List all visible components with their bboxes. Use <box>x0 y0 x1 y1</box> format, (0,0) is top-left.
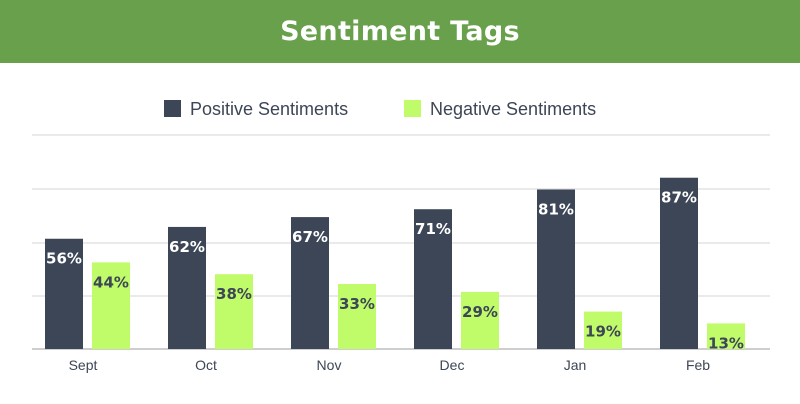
x-tick-label: Jan <box>564 357 587 373</box>
data-label: 81% <box>538 201 574 219</box>
data-label: 87% <box>661 189 697 207</box>
bar-negative-oct <box>215 274 253 349</box>
bar-negative-jan <box>584 311 622 349</box>
data-label: 19% <box>585 323 621 341</box>
bar-positive-nov <box>291 217 329 349</box>
bar-chart: Positive Sentiments Negative Sentiments … <box>32 99 770 373</box>
bar-negative-nov <box>338 284 376 349</box>
x-tick-label: Feb <box>686 357 710 373</box>
x-tick-label: Oct <box>195 357 217 373</box>
data-label: 13% <box>708 334 744 352</box>
data-label: 56% <box>46 250 82 268</box>
legend-label-positive: Positive Sentiments <box>190 99 348 119</box>
bar-negative-sept <box>92 262 130 349</box>
bar-positive-sept <box>45 238 83 349</box>
x-tick-label: Dec <box>440 357 465 373</box>
data-label: 38% <box>216 285 252 303</box>
data-label: 71% <box>415 220 451 238</box>
legend-swatch-positive <box>164 100 181 117</box>
data-label: 67% <box>292 228 328 246</box>
legend-label-negative: Negative Sentiments <box>430 99 596 119</box>
bar-negative-dec <box>461 291 499 349</box>
legend-swatch-negative <box>404 100 421 117</box>
bar-positive-dec <box>414 209 452 349</box>
chart-title: Sentiment Tags <box>280 16 520 47</box>
data-label: 62% <box>169 238 205 256</box>
bar-positive-jan <box>537 189 575 349</box>
chart-header: Sentiment Tags <box>0 0 800 63</box>
x-tick-label: Sept <box>69 357 98 373</box>
legend: Positive Sentiments Negative Sentiments <box>164 99 596 119</box>
x-tick-label: Nov <box>317 357 342 373</box>
data-label: 29% <box>462 303 498 321</box>
bar-negative-feb <box>707 323 745 349</box>
data-label: 44% <box>93 273 129 291</box>
bar-positive-feb <box>660 177 698 349</box>
bar-positive-oct <box>168 226 206 349</box>
data-label: 33% <box>339 295 375 313</box>
